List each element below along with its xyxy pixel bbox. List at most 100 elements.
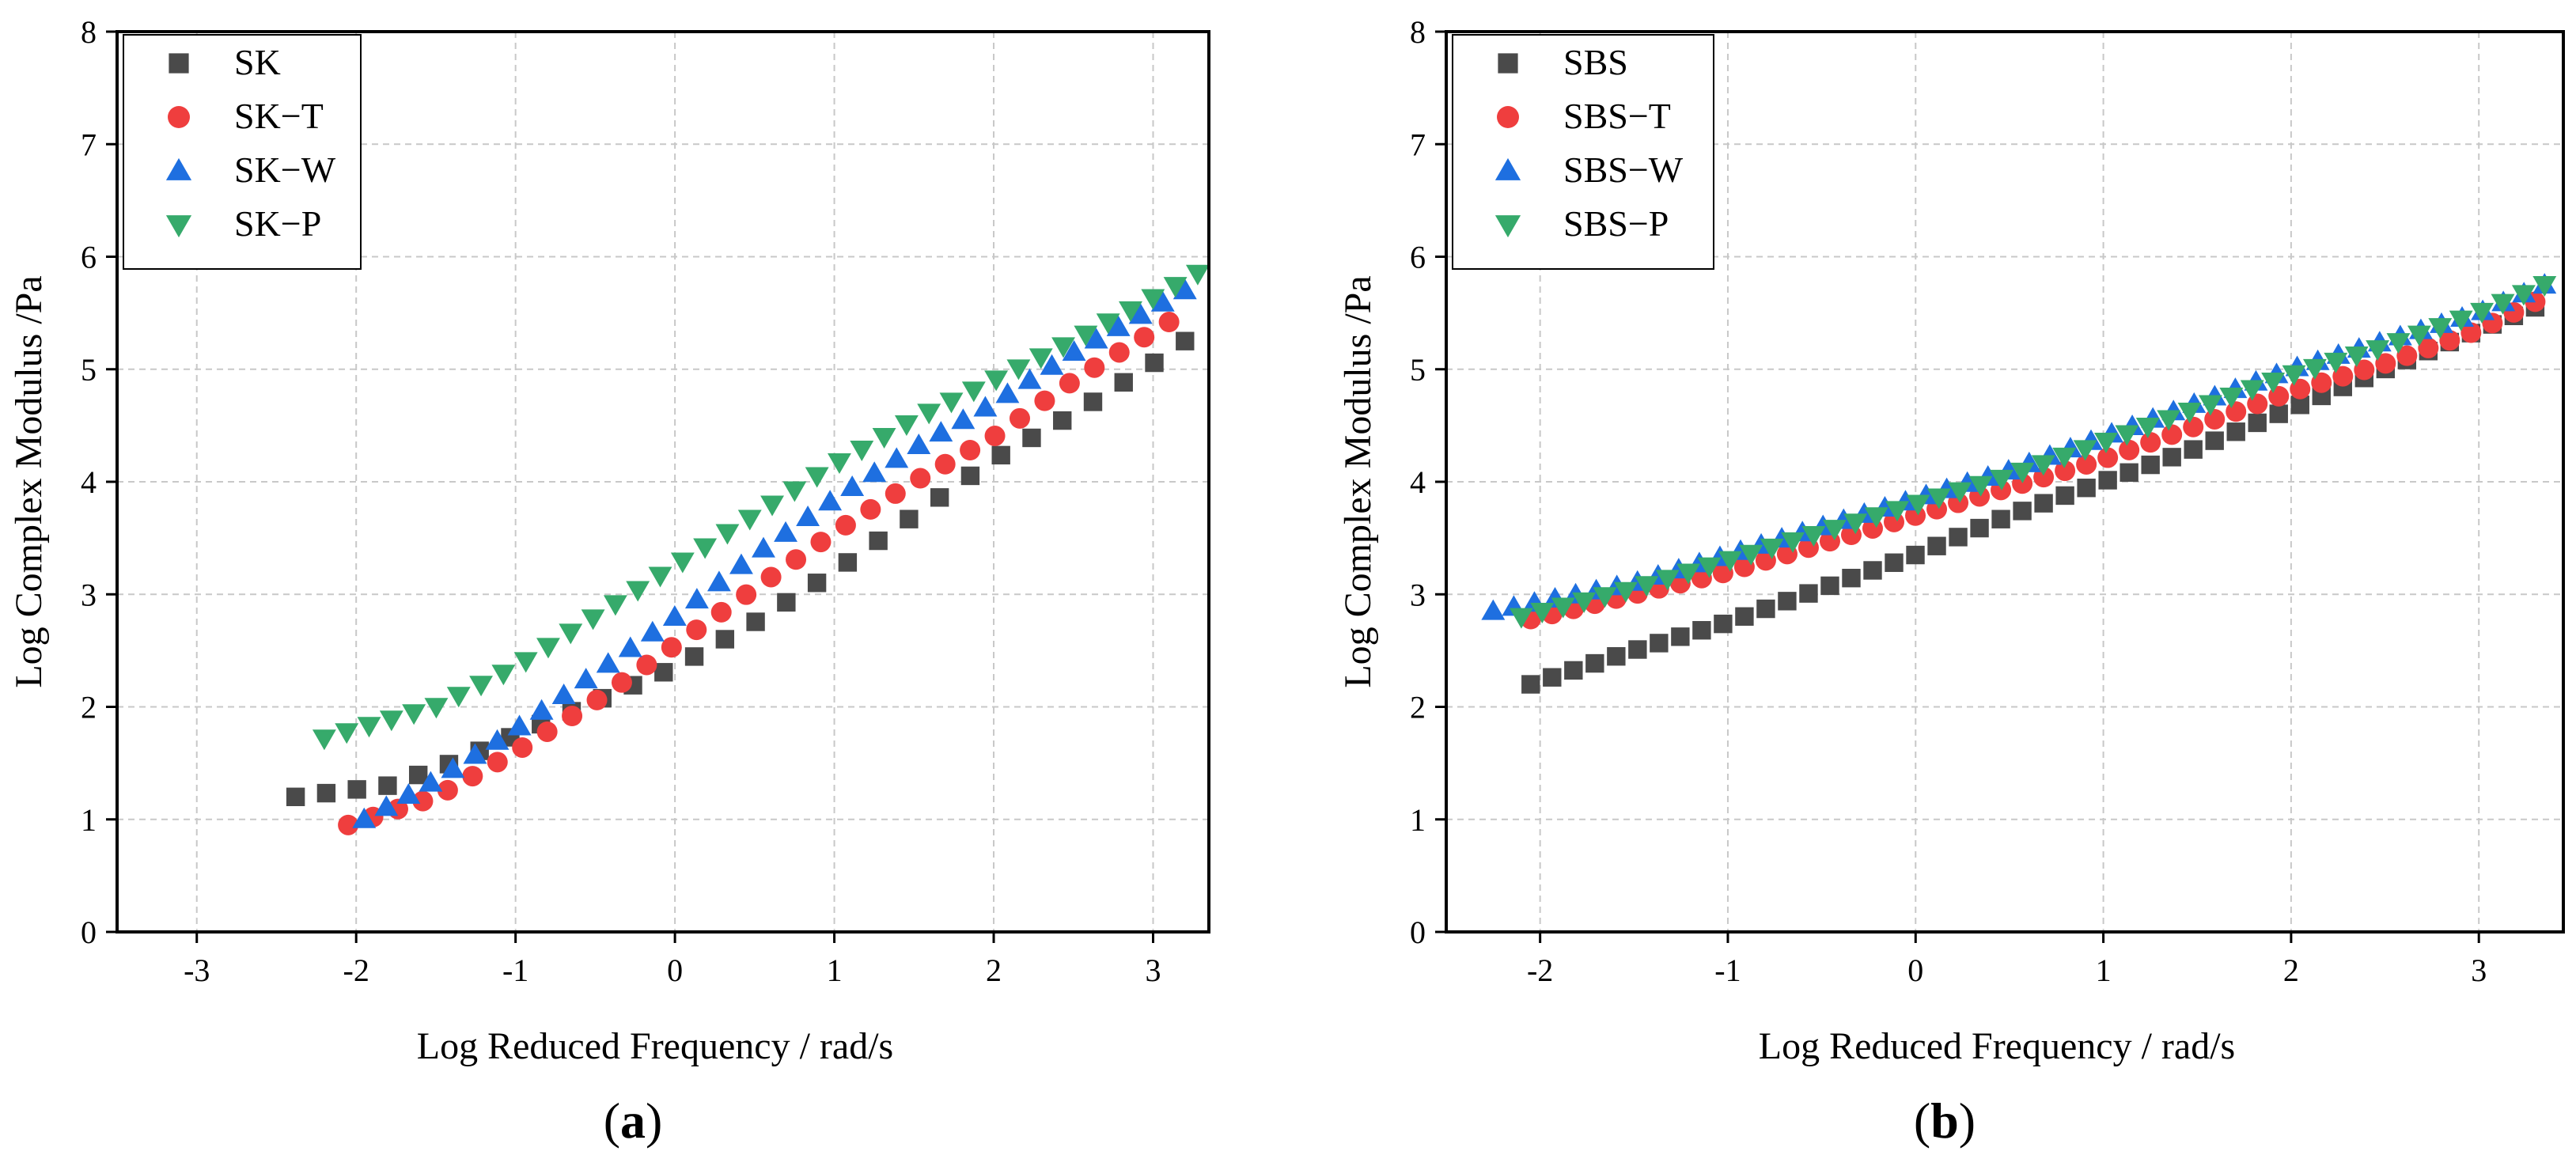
data-point xyxy=(818,490,843,511)
data-point xyxy=(1083,392,1103,411)
data-point xyxy=(286,787,305,806)
data-point xyxy=(707,570,731,592)
data-point xyxy=(1034,390,1055,411)
data-point xyxy=(710,601,732,623)
data-point xyxy=(951,408,975,430)
data-point xyxy=(2261,372,2286,393)
data-point xyxy=(2055,460,2076,482)
data-point xyxy=(1613,581,1638,603)
data-point xyxy=(1543,668,1562,687)
data-point xyxy=(1842,568,1861,588)
data-point xyxy=(2077,479,2096,498)
data-point xyxy=(1564,661,1583,680)
data-point xyxy=(984,370,1009,392)
data-point xyxy=(1756,599,1775,619)
data-point xyxy=(1718,551,1742,572)
data-point xyxy=(2290,396,2309,415)
x-tick-label: 0 xyxy=(667,952,683,988)
data-point xyxy=(462,766,483,787)
data-point xyxy=(636,654,657,676)
data-point xyxy=(352,807,377,828)
data-point xyxy=(1053,411,1072,430)
data-point xyxy=(2120,463,2138,482)
data-point xyxy=(2135,417,2160,438)
data-point xyxy=(2344,346,2369,367)
data-point xyxy=(1760,538,1784,559)
data-point xyxy=(551,683,576,704)
data-point xyxy=(312,729,336,751)
data-point xyxy=(512,737,533,758)
data-point xyxy=(991,445,1010,465)
y-tick-label: 3 xyxy=(1410,577,1426,612)
x-axis-label: Log Reduced Frequency / rad/s xyxy=(1759,1025,2235,1067)
x-tick-label: 3 xyxy=(2471,952,2487,988)
data-point xyxy=(835,514,856,536)
legend-marker xyxy=(165,157,192,180)
data-point xyxy=(807,574,827,593)
data-point xyxy=(1990,469,2013,490)
data-point xyxy=(840,475,865,497)
data-point xyxy=(2269,404,2288,423)
data-point xyxy=(995,382,1020,403)
data-point xyxy=(419,771,443,792)
data-point xyxy=(1096,313,1120,335)
x-tick-label: -1 xyxy=(502,952,528,988)
data-point xyxy=(1991,509,2010,528)
data-point xyxy=(559,623,583,645)
data-point xyxy=(1029,348,1053,369)
y-tick-label: 8 xyxy=(81,14,97,50)
data-point xyxy=(1885,501,1909,522)
data-point xyxy=(2055,486,2074,506)
data-point xyxy=(536,721,558,742)
data-point xyxy=(1141,289,1165,310)
data-point xyxy=(894,415,919,437)
data-point xyxy=(2324,352,2348,373)
data-point xyxy=(1185,264,1210,286)
data-point xyxy=(2219,387,2244,408)
data-point xyxy=(2418,337,2439,358)
data-point xyxy=(562,706,583,727)
data-point xyxy=(1799,584,1818,603)
data-point xyxy=(850,441,874,462)
data-point xyxy=(408,765,428,785)
data-point xyxy=(463,743,487,764)
data-point xyxy=(2177,402,2202,423)
data-point xyxy=(586,689,608,710)
y-tick-label: 2 xyxy=(1410,690,1426,725)
legend: SK SK−T SK−W SK−P xyxy=(123,34,362,270)
data-point xyxy=(596,652,620,673)
x-axis-label: Log Reduced Frequency / rad/s xyxy=(417,1025,893,1067)
data-point xyxy=(1134,327,1155,348)
data-point xyxy=(379,710,403,732)
data-point xyxy=(1714,614,1733,634)
data-point xyxy=(1006,359,1031,381)
data-point xyxy=(2034,494,2053,513)
data-point xyxy=(1481,599,1506,620)
data-point xyxy=(1655,570,1680,591)
data-point xyxy=(686,619,707,641)
caption-b: (b) xyxy=(1913,1093,1976,1149)
data-point xyxy=(760,495,785,517)
data-point xyxy=(1114,373,1133,392)
data-point xyxy=(507,714,532,736)
data-point xyxy=(1163,277,1188,298)
data-point xyxy=(782,481,807,502)
data-point xyxy=(1509,608,1533,629)
data-point xyxy=(670,552,695,574)
data-point xyxy=(828,453,851,474)
data-point xyxy=(1739,544,1763,566)
legend-label: SK−P xyxy=(234,203,321,244)
data-point xyxy=(2375,353,2396,374)
data-point xyxy=(357,717,381,738)
data-point xyxy=(684,588,709,609)
data-point xyxy=(469,676,494,697)
data-point xyxy=(1150,290,1175,312)
y-tick-label: 6 xyxy=(1410,240,1426,275)
data-point xyxy=(684,647,704,666)
data-point xyxy=(1521,675,1540,694)
x-tick-label: -3 xyxy=(184,952,210,988)
chart-b: -2 -1 0 1 2 3 0 1 2 3 4 5 6 7 8 Log Reduced Frequency /… xyxy=(1337,14,2565,1067)
data-point xyxy=(529,699,554,720)
data-point xyxy=(2302,358,2327,380)
data-point xyxy=(796,506,820,527)
